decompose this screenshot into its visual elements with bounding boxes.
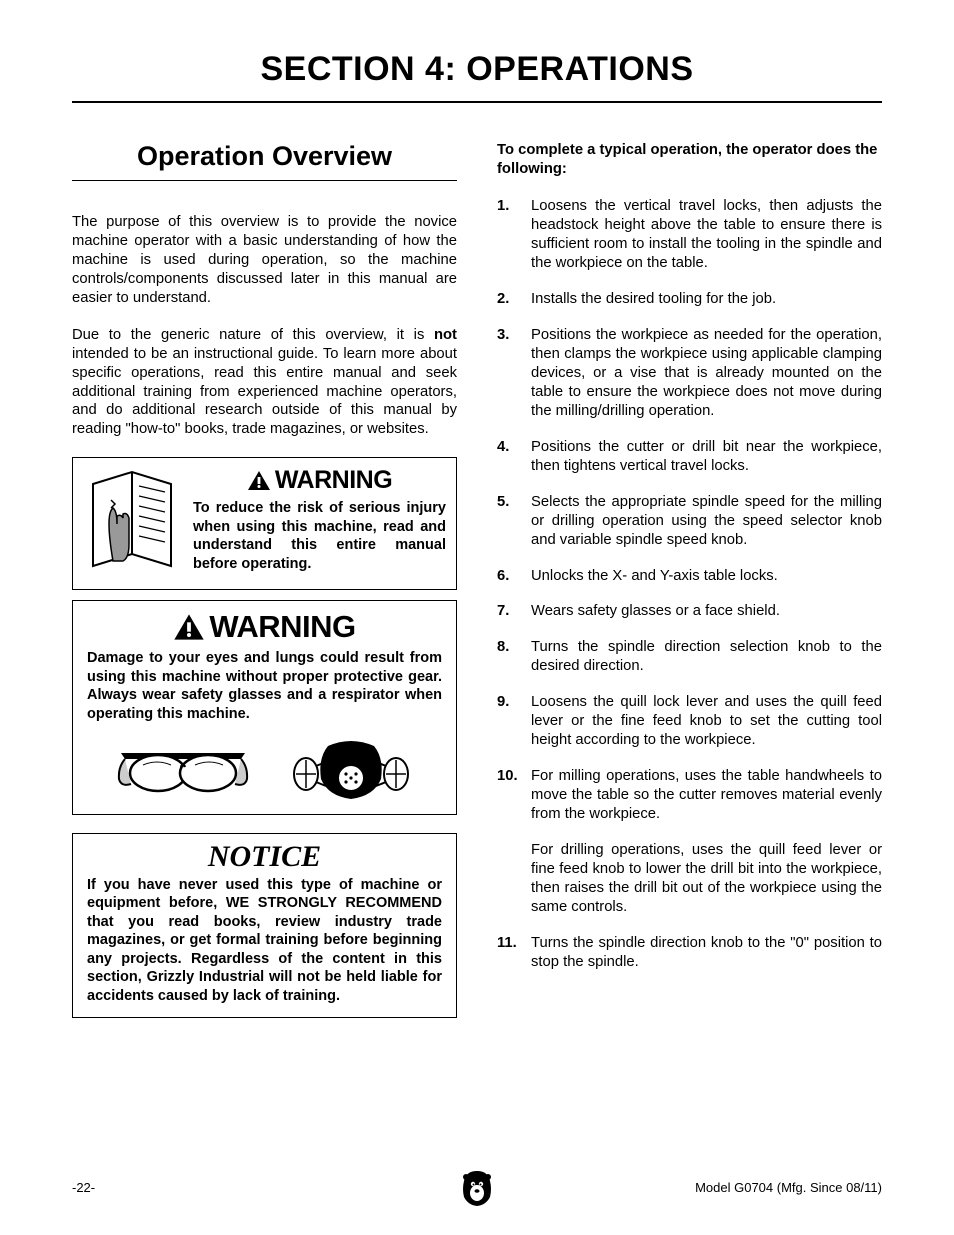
respirator-icon: [286, 734, 416, 804]
para2-bold: not: [434, 327, 457, 343]
page-number: -22-: [72, 1180, 95, 1195]
subsection-title: Operation Overview: [72, 141, 457, 181]
read-manual-icon: [83, 466, 181, 581]
notice-label: NOTICE: [87, 840, 442, 874]
step-1: Loosens the vertical travel locks, then …: [497, 197, 882, 273]
warning-1-body: To reduce the risk of serious injury whe…: [193, 499, 446, 573]
para2-pre: Due to the generic nature of this overvi…: [72, 327, 434, 343]
warning-triangle-icon: [247, 470, 271, 491]
para2-post: intended to be an instructional guide. T…: [72, 346, 457, 438]
step-5: Selects the appropriate spindle speed fo…: [497, 493, 882, 550]
step-2: Installs the desired tooling for the job…: [497, 290, 882, 309]
safety-glasses-icon: [113, 739, 253, 799]
section-title: SECTION 4: OPERATIONS: [72, 50, 882, 103]
warning-box-ppe: WARNING Damage to your eyes and lungs co…: [72, 600, 457, 814]
warning-triangle-icon: [173, 613, 205, 641]
step-3: Positions the workpiece as needed for th…: [497, 326, 882, 421]
step-7: Wears safety glasses or a face shield.: [497, 602, 882, 621]
step-6: Unlocks the X- and Y-axis table locks.: [497, 567, 882, 586]
warning-label-1: WARNING: [275, 466, 392, 495]
notice-box: NOTICE If you have never used this type …: [72, 833, 457, 1019]
warning-box-read-manual: WARNING To reduce the risk of serious in…: [72, 457, 457, 590]
overview-para-1: The purpose of this overview is to provi…: [72, 213, 457, 308]
warning-label-2: WARNING: [209, 609, 355, 645]
warning-header-1: WARNING: [193, 466, 446, 495]
steps-list: Loosens the vertical travel locks, then …: [497, 197, 882, 971]
step-10-main: For milling operations, uses the table h…: [531, 768, 882, 822]
step-10-sub: For drilling operations, uses the quill …: [531, 841, 882, 917]
step-10: For milling operations, uses the table h…: [497, 767, 882, 917]
instruction-header: To complete a typical operation, the ope…: [497, 141, 882, 179]
page-footer: -22- Model G0704 (Mfg. Since 08/11): [72, 1180, 882, 1195]
right-column: To complete a typical operation, the ope…: [497, 141, 882, 1018]
step-9: Loosens the quill lock lever and uses th…: [497, 693, 882, 750]
step-8: Turns the spindle direction selection kn…: [497, 638, 882, 676]
notice-body: If you have never used this type of mach…: [87, 876, 442, 1006]
overview-para-2: Due to the generic nature of this overvi…: [72, 326, 457, 440]
step-11: Turns the spindle direction knob to the …: [497, 934, 882, 972]
step-4: Positions the cutter or drill bit near t…: [497, 438, 882, 476]
content-columns: Operation Overview The purpose of this o…: [72, 141, 882, 1018]
left-column: Operation Overview The purpose of this o…: [72, 141, 457, 1018]
grizzly-logo-icon: [460, 1169, 494, 1207]
warning-2-body: Damage to your eyes and lungs could resu…: [87, 649, 442, 723]
warning-header-2: WARNING: [87, 609, 442, 645]
model-info: Model G0704 (Mfg. Since 08/11): [695, 1180, 882, 1195]
